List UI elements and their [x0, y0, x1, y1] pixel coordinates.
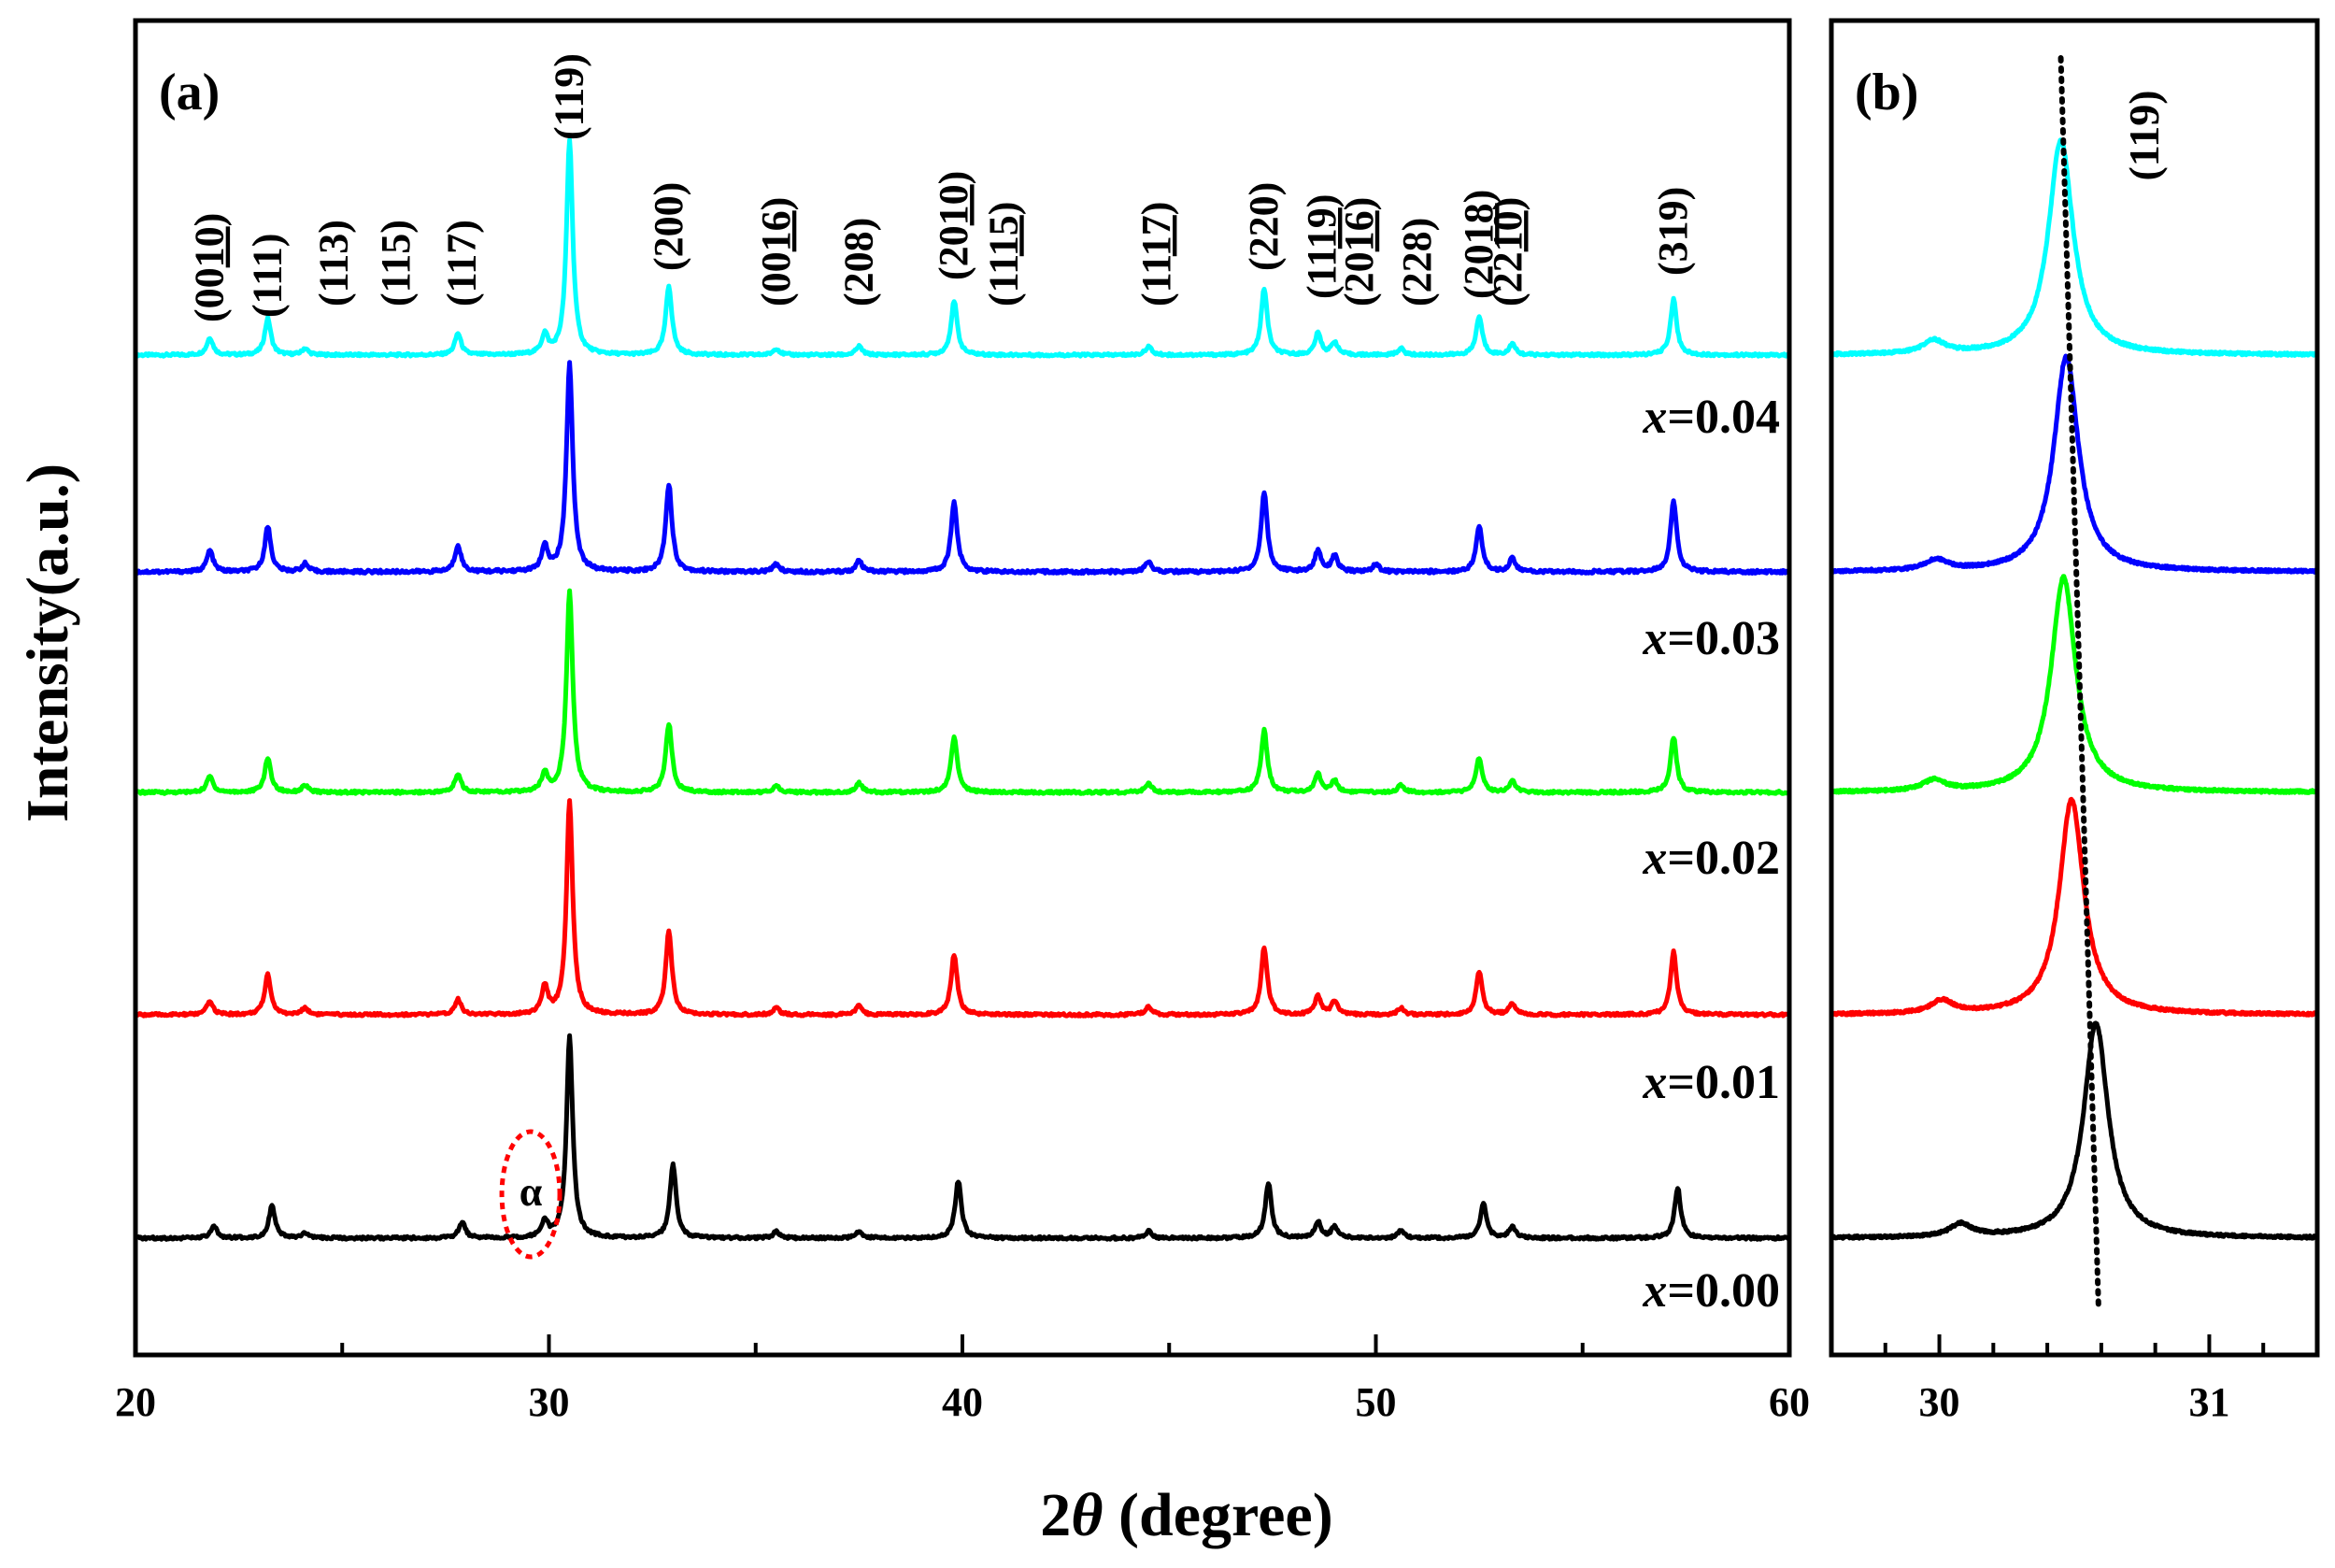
x-tick-label: 50 — [1356, 1379, 1397, 1425]
zoom-trace-x=0.00 — [1830, 1020, 2319, 1241]
x-axis-label-theta: θ — [1071, 1481, 1103, 1549]
panel-b-traces — [1829, 137, 2320, 1241]
x-axis-label-prefix: 2 — [1040, 1481, 1071, 1549]
panel-b-x-ticks: 30 31 — [1830, 1334, 2319, 1425]
miller-index-label: (1117) — [1133, 202, 1179, 306]
x-tick-label: 40 — [942, 1379, 983, 1425]
y-axis-label: Intensity(a.u.) — [14, 463, 80, 822]
miller-index-label: (319) — [1650, 187, 1696, 276]
miller-index-label: (117) — [439, 220, 485, 306]
composition-label-x=0.02: x=0.02 — [1642, 832, 1780, 885]
zoom-x-tick-label: 31 — [2188, 1379, 2229, 1425]
impurity-marker-ellipse — [499, 1129, 562, 1260]
x-axis-label-unit: (degree) — [1103, 1481, 1333, 1549]
miller-index-label: (1119) — [1299, 194, 1345, 299]
miller-index-label: (220) — [1241, 182, 1287, 271]
x-tick-label: 20 — [115, 1379, 156, 1425]
panel-b-label: (b) — [1855, 64, 1918, 121]
composition-label-x=0.01: x=0.01 — [1642, 1056, 1780, 1109]
composition-label-x=0.03: x=0.03 — [1642, 612, 1780, 665]
panel-b-frame — [1829, 18, 2320, 1358]
composition-label-x=0.04: x=0.04 — [1642, 391, 1780, 444]
peak-shift-guide-line — [2057, 55, 2101, 1313]
panel-b: 30 31 (119) (b) — [1829, 18, 2320, 1425]
miller-index-label: (115) — [373, 220, 419, 306]
x-tick-label: 60 — [1769, 1379, 1810, 1425]
panel-a-x-ticks: 20 30 40 50 60 — [115, 1334, 1810, 1425]
miller-index-label: (0016) — [753, 197, 799, 306]
zoom-trace-x=0.03 — [1830, 353, 2319, 575]
panel-a-frame — [133, 18, 1792, 1358]
miller-index-label: (228) — [1394, 218, 1440, 306]
panel-b-peak-label: (119) — [2120, 90, 2168, 180]
miller-index-label: (0010) — [187, 213, 233, 322]
miller-index-label: (200) — [646, 182, 691, 271]
zoom-trace-x=0.01 — [1829, 796, 2319, 1018]
xrd-trace-x=0.00 — [134, 1033, 1791, 1242]
miller-index-label: (208) — [835, 218, 881, 306]
miller-index-label: (2210) — [1485, 197, 1531, 306]
zoom-trace-x=0.02 — [1829, 574, 2320, 796]
x-axis-label: 2θ (degree) — [1040, 1481, 1332, 1549]
miller-index-label: (113) — [310, 220, 356, 306]
miller-index-label: (2018) — [1456, 190, 1502, 299]
miller-index-labels: (0010) (111) (113) (115) (117) (119) (200) (001… — [187, 53, 1696, 322]
panel-a-label: (a) — [159, 64, 220, 121]
miller-index-label: (111) — [245, 234, 291, 318]
composition-label-x=0.00: x=0.00 — [1642, 1264, 1780, 1318]
x-tick-label: 30 — [529, 1379, 570, 1425]
xrd-trace-x=0.03 — [133, 360, 1791, 576]
composition-labels: x=0.04 x=0.03 x=0.02 x=0.01 x=0.00 — [1642, 391, 1780, 1318]
miller-index-label: (119) — [547, 53, 592, 140]
xrd-trace-x=0.02 — [134, 588, 1792, 796]
xrd-trace-x=0.04 — [133, 137, 1791, 359]
miller-index-label: (2016) — [1336, 197, 1382, 306]
panel-a: (0010) (111) (113) (115) (117) (119) (200) (001… — [115, 18, 1810, 1425]
zoom-trace-x=0.04 — [1829, 137, 2319, 358]
xrd-trace-x=0.01 — [134, 798, 1792, 1019]
zoom-x-tick-label: 30 — [1919, 1379, 1960, 1425]
panel-a-traces — [133, 137, 1792, 1242]
miller-index-label: (1115) — [980, 202, 1026, 306]
miller-index-label: (2010) — [931, 171, 976, 280]
impurity-alpha-label: α — [520, 1169, 543, 1215]
